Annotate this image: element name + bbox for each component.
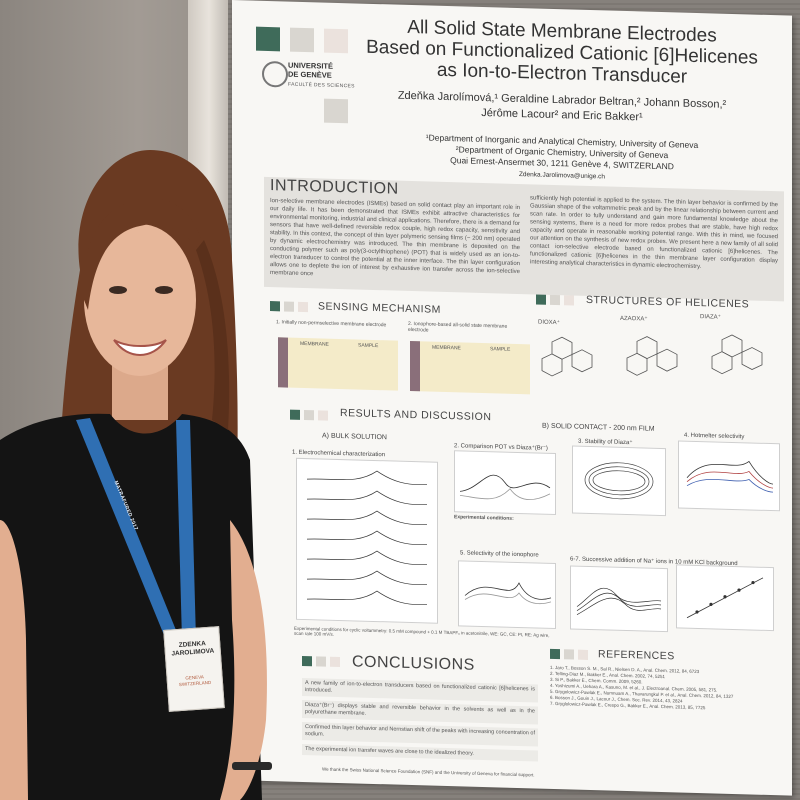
comparison-figure (454, 450, 556, 516)
comparison-plot (459, 474, 551, 500)
lanyard (76, 418, 180, 640)
helicene-structures-drawing (541, 334, 763, 377)
badge-affiliation: GENEVA SWITZERLAND (171, 673, 218, 688)
successive-plot-2 (686, 577, 764, 619)
smile (113, 339, 167, 356)
bracelet (232, 762, 272, 770)
badge-name-last: JAROLIMOVA (171, 647, 215, 658)
selectivity-plot (464, 582, 552, 605)
lanyard (176, 420, 196, 640)
hair-side (196, 240, 230, 430)
cv-stack-plot (306, 470, 428, 606)
hotmelt-plot (686, 460, 774, 493)
selectivity-figure (458, 560, 556, 630)
successive-plot-1 (576, 587, 662, 615)
face (84, 224, 196, 376)
cv-stack-figure (296, 457, 438, 624)
successive-figure-1 (570, 565, 668, 633)
badge-name: ZDENKA JAROLIMOVA (169, 639, 216, 658)
dress (0, 413, 262, 800)
right-eye (155, 286, 173, 294)
right-arm (220, 520, 267, 800)
scientific-poster: UNIVERSITÉ DE GENÈVE FACULTÉ DES SCIENCE… (232, 0, 792, 796)
hair-front (83, 198, 206, 310)
hotmelt-figure (678, 440, 780, 512)
successive-figure-2 (676, 564, 774, 632)
stability-plot (584, 462, 654, 500)
left-eye (109, 286, 127, 294)
left-arm (0, 520, 28, 800)
name-badge: ZDENKA JAROLIMOVA GENEVA SWITZERLAND (163, 626, 225, 712)
stability-figure (572, 445, 666, 517)
